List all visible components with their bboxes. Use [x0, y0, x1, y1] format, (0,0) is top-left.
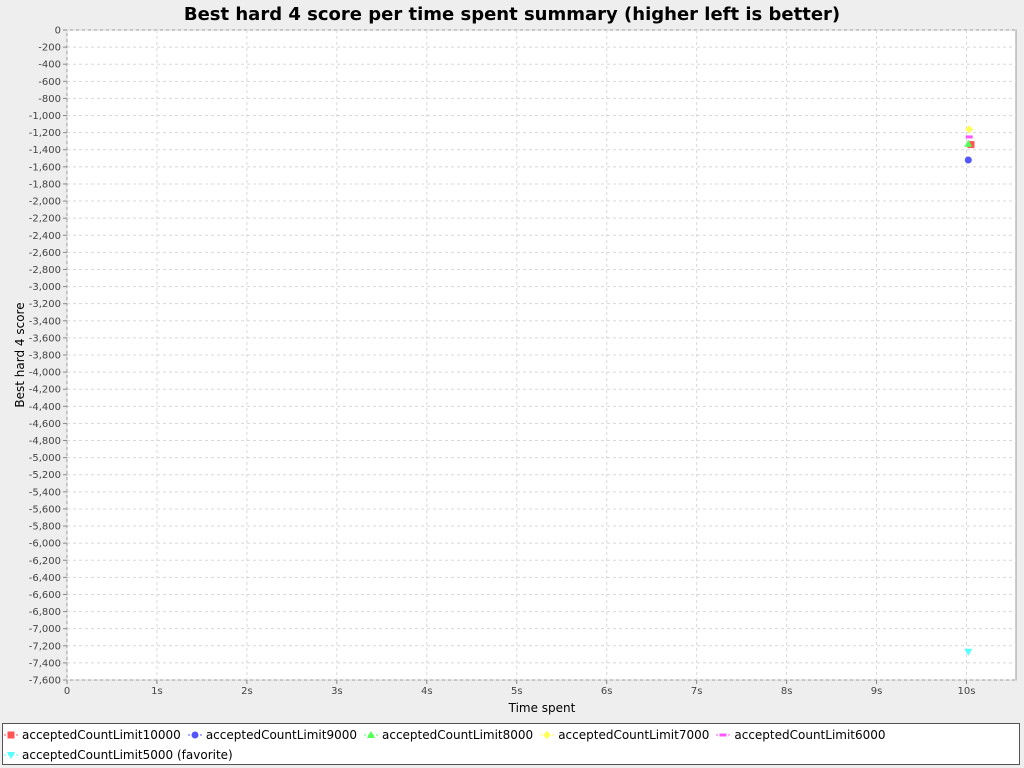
- legend-swatch: [364, 731, 378, 738]
- y-tick-label: 0: [55, 26, 61, 37]
- y-tick-label: -5,600: [29, 504, 61, 515]
- y-tick-label: -6,000: [29, 539, 61, 550]
- legend-marker: [719, 733, 727, 737]
- y-tick-label: -2,600: [29, 248, 61, 259]
- x-tick-label: 1s: [151, 686, 163, 697]
- y-tick-label: -5,200: [29, 470, 61, 481]
- y-tick-label: -4,200: [29, 385, 61, 396]
- y-tick-label: -2,400: [29, 231, 61, 242]
- y-tick-label: -800: [38, 94, 61, 105]
- x-tick-label: 4s: [421, 686, 433, 697]
- legend-swatch: [540, 731, 555, 739]
- x-tick-label: 10s: [958, 686, 976, 697]
- legend-marker: [367, 731, 375, 738]
- y-tick-label: -1,000: [29, 111, 61, 122]
- y-axis-label: Best hard 4 score: [13, 302, 27, 407]
- y-tick-label: -4,800: [29, 436, 61, 447]
- legend-marker: [543, 731, 552, 739]
- legend-swatch: [187, 731, 202, 739]
- y-tick-label: -7,000: [29, 624, 61, 635]
- y-tick-label: -400: [38, 60, 61, 71]
- y-tick-label: -2,200: [29, 214, 61, 225]
- y-tick-label: -200: [38, 43, 61, 54]
- y-tick-label: -1,800: [29, 179, 61, 190]
- data-point: [964, 156, 972, 164]
- y-tick-label: -3,600: [29, 333, 61, 344]
- legend-item: acceptedCountLimit7000: [539, 728, 709, 742]
- y-tick-label: -4,600: [29, 419, 61, 430]
- x-tick-label: 7s: [691, 686, 703, 697]
- x-tick-label: 6s: [601, 686, 613, 697]
- y-tick-label: -1,200: [29, 128, 61, 139]
- legend-label: acceptedCountLimit5000 (favorite): [22, 748, 233, 762]
- y-tick-label: -3,000: [29, 282, 61, 293]
- x-tick-label: 0: [64, 686, 70, 697]
- chart: Best hard 4 score per time spent summary…: [13, 4, 1017, 715]
- legend-swatch: [4, 752, 18, 759]
- legend-swatch: [716, 733, 731, 737]
- legend-row: acceptedCountLimit10000 acceptedCountLimi…: [3, 725, 892, 745]
- y-tick-label: -7,400: [29, 658, 61, 669]
- legend-item: acceptedCountLimit10000: [3, 728, 181, 742]
- x-tick-label: 3s: [331, 686, 343, 697]
- y-tick-label: -5,400: [29, 487, 61, 498]
- legend-row: acceptedCountLimit5000 (favorite): [3, 745, 239, 765]
- legend-marker: [7, 752, 15, 759]
- x-tick-label: 8s: [781, 686, 793, 697]
- legend-label: acceptedCountLimit7000: [558, 728, 710, 742]
- y-tick-label: -1,400: [29, 145, 61, 156]
- y-tick-label: -1,600: [29, 162, 61, 173]
- y-tick-label: -2,000: [29, 197, 61, 208]
- y-tick-label: -600: [38, 77, 61, 88]
- y-tick-label: -7,200: [29, 641, 61, 652]
- y-tick-label: -3,400: [29, 316, 61, 327]
- legend-item: acceptedCountLimit5000 (favorite): [3, 748, 233, 762]
- y-tick-label: -3,200: [29, 299, 61, 310]
- x-tick-label: 9s: [871, 686, 883, 697]
- x-axis-label: Time spent: [508, 701, 576, 715]
- legend-marker: [7, 731, 15, 739]
- x-tick-label: 2s: [241, 686, 253, 697]
- data-point: [964, 139, 973, 147]
- y-tick-label: -3,800: [29, 351, 61, 362]
- legend-marker: [191, 731, 199, 739]
- legend-swatch: [4, 731, 18, 739]
- data-point: [965, 125, 974, 134]
- y-tick-label: -4,400: [29, 402, 61, 413]
- y-tick-label: -7,600: [29, 676, 61, 687]
- y-tick-label: -5,800: [29, 522, 61, 533]
- y-tick-label: -6,800: [29, 607, 61, 618]
- y-tick-label: -6,400: [29, 573, 61, 584]
- legend: acceptedCountLimit10000 acceptedCountLimi…: [2, 723, 1020, 765]
- y-tick-label: -5,000: [29, 453, 61, 464]
- data-point: [965, 135, 973, 139]
- x-tick-label: 5s: [511, 686, 523, 697]
- legend-label: acceptedCountLimit6000: [734, 728, 886, 742]
- y-tick-label: -2,800: [29, 265, 61, 276]
- y-tick-label: -6,200: [29, 556, 61, 567]
- legend-label: acceptedCountLimit10000: [22, 728, 181, 742]
- legend-label: acceptedCountLimit9000: [205, 728, 357, 742]
- data-point: [964, 648, 973, 656]
- legend-item: acceptedCountLimit6000: [715, 728, 886, 742]
- legend-label: acceptedCountLimit8000: [382, 728, 534, 742]
- legend-item: acceptedCountLimit8000: [363, 728, 533, 742]
- legend-item: acceptedCountLimit9000: [187, 728, 357, 742]
- chart-title: Best hard 4 score per time spent summary…: [184, 4, 840, 25]
- y-tick-label: -4,000: [29, 368, 61, 379]
- y-tick-label: -6,600: [29, 590, 61, 601]
